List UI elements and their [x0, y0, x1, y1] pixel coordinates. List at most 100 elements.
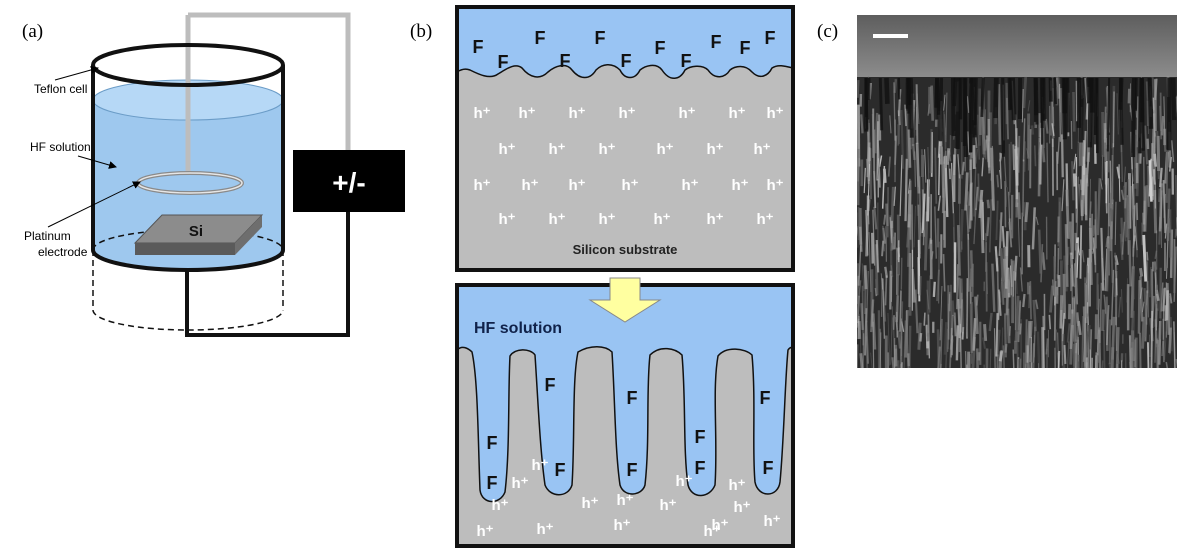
pore-wall [897, 360, 898, 397]
pore-wall [1060, 197, 1061, 259]
hole-label: h⁺ [675, 473, 692, 490]
hole-label: h⁺ [548, 141, 565, 158]
pore [1003, 78, 1004, 157]
pore-wall [1148, 342, 1149, 379]
hole-label: h⁺ [473, 105, 490, 122]
pore-wall [988, 200, 989, 208]
pore-wall [893, 357, 894, 372]
pore-wall [935, 148, 936, 204]
label: electrode [38, 245, 88, 259]
pore-wall [974, 318, 976, 351]
pore-wall [1145, 185, 1147, 232]
panel-label: (c) [817, 21, 838, 42]
pore-wall [955, 312, 956, 336]
pore-wall [1007, 98, 1008, 139]
pore-wall [1081, 179, 1082, 190]
pore-wall [856, 344, 857, 389]
pore-wall [1025, 364, 1026, 420]
pore [1064, 78, 1065, 139]
pore-wall [1006, 231, 1007, 289]
pore [899, 78, 900, 99]
pore-wall [895, 79, 896, 93]
hole-label: h⁺ [706, 141, 723, 158]
pore-wall [906, 159, 907, 221]
pore-wall [1065, 256, 1067, 292]
pore-wall [938, 329, 939, 392]
pore-wall [884, 215, 885, 225]
pore-wall [931, 129, 932, 173]
pore-wall [1000, 350, 1002, 361]
pore-wall [997, 258, 998, 320]
pore-wall [961, 278, 963, 331]
pore-wall [1064, 345, 1065, 364]
pore [886, 78, 887, 104]
hole-label: h⁺ [473, 177, 490, 194]
pore-wall [897, 275, 898, 321]
pore-wall [1013, 144, 1014, 170]
pore-wall [1080, 225, 1081, 278]
pore-wall [901, 362, 902, 398]
hole-label: h⁺ [498, 141, 515, 158]
fluoride-label: F [695, 427, 706, 447]
pore-wall [1063, 334, 1064, 384]
pore-wall [996, 313, 997, 356]
hole-label: h⁺ [659, 497, 676, 514]
hole-label: h⁺ [491, 497, 508, 514]
pore [973, 78, 974, 137]
pore-wall [861, 303, 862, 330]
hole-label: h⁺ [521, 177, 538, 194]
pore-wall [912, 205, 913, 268]
pore-wall [877, 121, 878, 180]
hole-label: h⁺ [476, 523, 493, 540]
pore-wall [1018, 136, 1019, 173]
pore-wall [962, 162, 963, 175]
pore-wall [1159, 321, 1160, 365]
pore [1173, 78, 1174, 120]
pore [1042, 78, 1043, 128]
pore-wall [1023, 294, 1024, 307]
hole-label: h⁺ [511, 475, 528, 492]
hole-label: h⁺ [656, 141, 673, 158]
substrate-label: Silicon substrate [573, 242, 678, 257]
pore-wall [860, 227, 861, 252]
pore-wall [865, 270, 866, 314]
fluoride-label: F [760, 388, 771, 408]
pore [880, 78, 881, 130]
hole-label: h⁺ [678, 105, 695, 122]
pore-wall [1024, 76, 1026, 108]
pore-wall [1099, 330, 1100, 370]
pore-wall [885, 275, 886, 305]
pore-wall [1050, 286, 1052, 313]
panel-label: (b) [410, 21, 432, 42]
pore-wall [1054, 256, 1055, 297]
pore-wall [920, 333, 921, 341]
power-label: +/- [332, 167, 365, 198]
pore-wall [1112, 347, 1113, 371]
pore-wall [899, 101, 900, 144]
pore-wall [980, 190, 982, 218]
pore-wall [1122, 218, 1123, 242]
pore [965, 78, 966, 157]
pore-wall [1169, 296, 1170, 354]
pore-wall [858, 80, 859, 98]
pore [1035, 78, 1036, 115]
hole-label: h⁺ [731, 177, 748, 194]
hole-label: h⁺ [568, 105, 585, 122]
pore [982, 78, 983, 117]
hole-label: h⁺ [598, 141, 615, 158]
pore-wall [1071, 309, 1073, 348]
pore-wall [1001, 248, 1003, 282]
fluoride-label: F [627, 388, 638, 408]
pore-wall [858, 316, 859, 339]
si-label: Si [189, 223, 203, 240]
pore-wall [1176, 229, 1177, 238]
pore-wall [1103, 310, 1104, 331]
pore-wall [1155, 190, 1156, 233]
pore-wall [954, 148, 955, 175]
pore [1133, 78, 1134, 157]
pore [954, 78, 955, 106]
hole-label: h⁺ [653, 211, 670, 228]
panel-a: (a) Si +/- Teflon cell HF solution Plati… [22, 15, 405, 335]
pore-wall [888, 352, 889, 412]
pore-wall [1060, 84, 1061, 142]
